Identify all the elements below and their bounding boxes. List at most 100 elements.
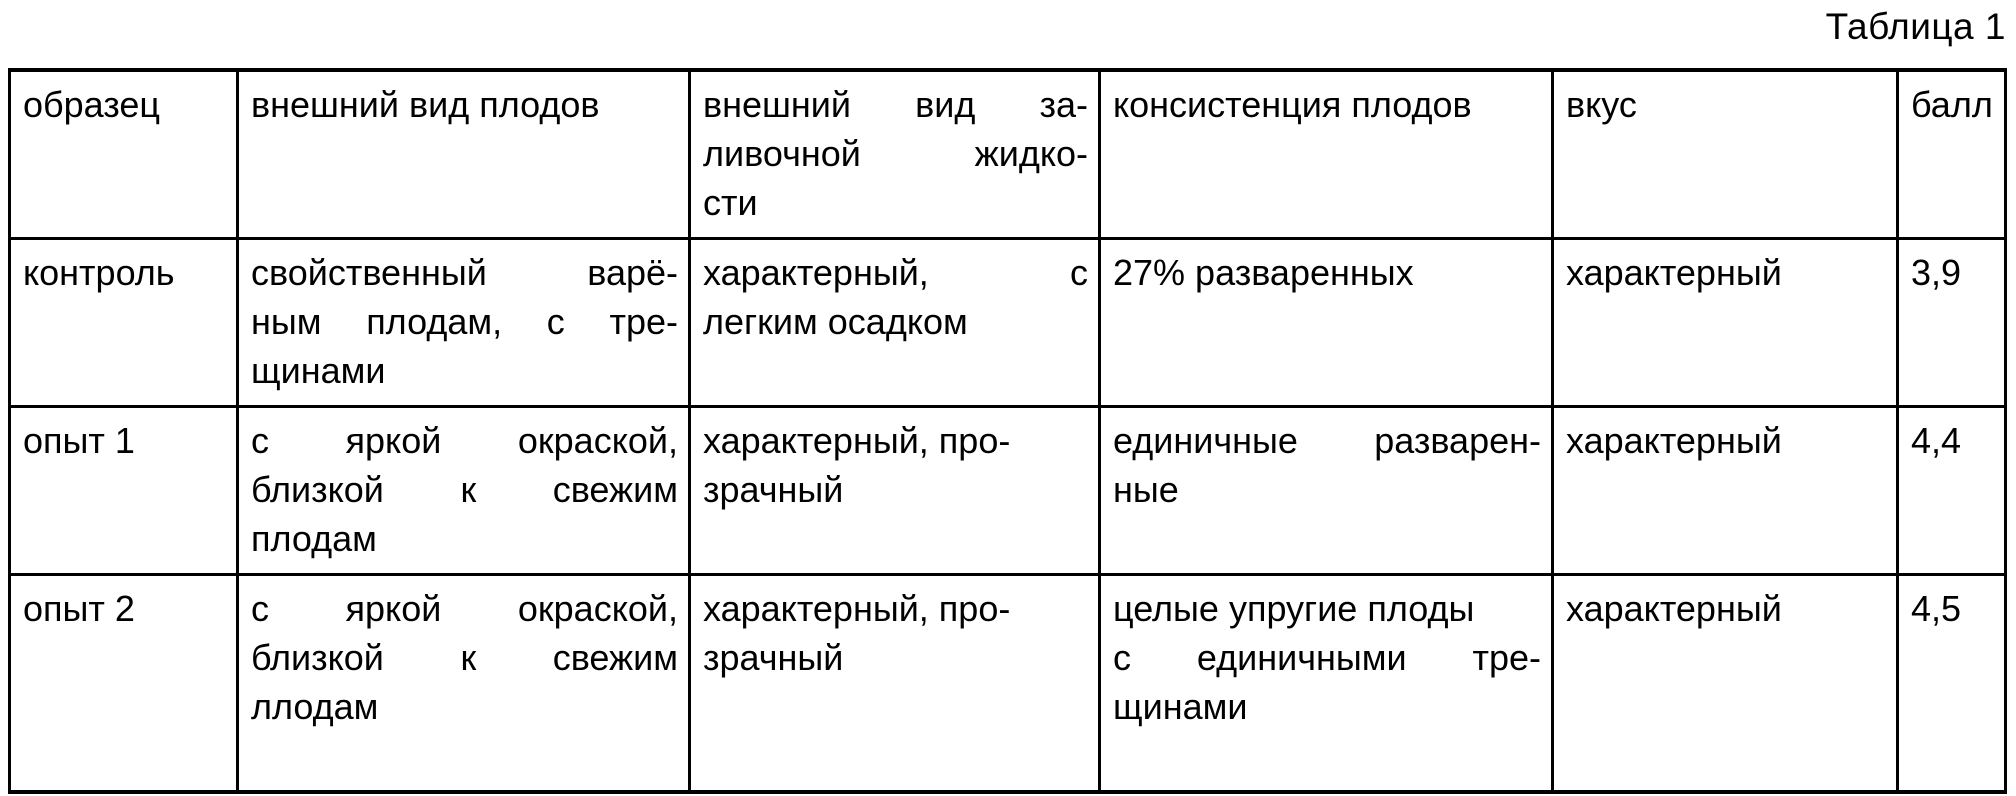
cell-score: 4,4 bbox=[1898, 407, 2006, 575]
text-line-3: ллодам bbox=[251, 682, 678, 731]
sensory-evaluation-table: образец внешний вид плодов внешний вид з… bbox=[8, 68, 2007, 794]
taste-value: характерный bbox=[1566, 584, 1886, 633]
word: единичные bbox=[1113, 416, 1298, 465]
cell-consistency: 27% разваренных bbox=[1100, 239, 1553, 407]
header-word: вид bbox=[915, 80, 975, 129]
sample-label: опыт 2 bbox=[23, 584, 226, 633]
word: свежим bbox=[553, 465, 678, 514]
score-value: 4,4 bbox=[1911, 416, 1994, 465]
word: варё- bbox=[587, 248, 678, 297]
word: близкой bbox=[251, 465, 384, 514]
word: ным bbox=[251, 297, 322, 346]
word: близкой bbox=[251, 633, 384, 682]
text-line-1: целые упругие плоды bbox=[1113, 584, 1541, 633]
word: разварен- bbox=[1374, 416, 1541, 465]
table-caption: Таблица 1 bbox=[1826, 4, 2006, 50]
cell-fruit-appearance: с яркой окраской, близкой к свежим плода… bbox=[238, 407, 690, 575]
header-cell-taste: вкус bbox=[1553, 70, 1898, 239]
word: свежим bbox=[553, 633, 678, 682]
word: тре- bbox=[1472, 633, 1541, 682]
table-container: образец внешний вид плодов внешний вид з… bbox=[8, 68, 2004, 794]
word: плодам, bbox=[366, 297, 502, 346]
word: к bbox=[460, 633, 476, 682]
table-header-row: образец внешний вид плодов внешний вид з… bbox=[10, 70, 2006, 239]
cell-liquid-appearance: характерный, с легким осадком bbox=[690, 239, 1100, 407]
text-line-2: ным плодам, с тре- bbox=[251, 297, 678, 346]
word: свойственный bbox=[251, 248, 487, 297]
word: характерный, bbox=[703, 248, 929, 297]
table-row: опыт 2 с яркой окраской, близкой к свежи… bbox=[10, 575, 2006, 793]
header-line-1: внешний вид за- bbox=[703, 80, 1088, 129]
document-page: Таблица 1 образец внешний вид плодов вне… bbox=[0, 0, 2016, 796]
word: к bbox=[460, 465, 476, 514]
header-word: ливочной bbox=[703, 129, 861, 178]
text-line-2: ные bbox=[1113, 465, 1541, 514]
sample-label: опыт 1 bbox=[23, 416, 226, 465]
cell-score: 3,9 bbox=[1898, 239, 2006, 407]
cell-sample: контроль bbox=[10, 239, 238, 407]
word: с bbox=[1113, 633, 1131, 682]
word: с bbox=[547, 297, 565, 346]
header-line-3: сти bbox=[703, 178, 1088, 227]
taste-value: характерный bbox=[1566, 248, 1886, 297]
cell-taste: характерный bbox=[1553, 407, 1898, 575]
text-line-2: легким осадком bbox=[703, 297, 1088, 346]
text-line-1: характерный, про- bbox=[703, 416, 1088, 465]
text-line-1: 27% разваренных bbox=[1113, 248, 1541, 297]
cell-fruit-appearance: с яркой окраской, близкой к свежим ллода… bbox=[238, 575, 690, 793]
cell-taste: характерный bbox=[1553, 239, 1898, 407]
header-word: жидко- bbox=[975, 129, 1088, 178]
header-text-score: балл bbox=[1911, 80, 1994, 129]
cell-liquid-appearance: характерный, про- зрачный bbox=[690, 575, 1100, 793]
cell-liquid-appearance: характерный, про- зрачный bbox=[690, 407, 1100, 575]
text-line-1: с яркой окраской, bbox=[251, 584, 678, 633]
header-cell-fruit-appearance: внешний вид плодов bbox=[238, 70, 690, 239]
text-line-2: зрачный bbox=[703, 633, 1088, 682]
score-value: 4,5 bbox=[1911, 584, 1994, 633]
table-row: опыт 1 с яркой окраской, близкой к свежи… bbox=[10, 407, 2006, 575]
cell-score: 4,5 bbox=[1898, 575, 2006, 793]
word: яркой bbox=[346, 584, 442, 633]
text-line-2: близкой к свежим bbox=[251, 633, 678, 682]
sample-label: контроль bbox=[23, 248, 226, 297]
cell-consistency: целые упругие плоды с единичными тре- щи… bbox=[1100, 575, 1553, 793]
cell-fruit-appearance: свойственный варё- ным плодам, с тре- щи… bbox=[238, 239, 690, 407]
header-text-sample: образец bbox=[23, 80, 226, 129]
word: тре- bbox=[609, 297, 678, 346]
text-line-1: свойственный варё- bbox=[251, 248, 678, 297]
score-value: 3,9 bbox=[1911, 248, 1994, 297]
text-line-2: с единичными тре- bbox=[1113, 633, 1541, 682]
text-line-1: характерный, с bbox=[703, 248, 1088, 297]
header-line-2: ливочной жидко- bbox=[703, 129, 1088, 178]
header-text-consistency: консистенция плодов bbox=[1113, 80, 1541, 129]
cell-sample: опыт 2 bbox=[10, 575, 238, 793]
header-text-fruit-appearance: внешний вид плодов bbox=[251, 80, 678, 129]
text-line-1: с яркой окраской, bbox=[251, 416, 678, 465]
text-line-3: плодам bbox=[251, 514, 678, 563]
text-line-1: характерный, про- bbox=[703, 584, 1088, 633]
cell-sample: опыт 1 bbox=[10, 407, 238, 575]
word: с bbox=[251, 416, 269, 465]
word: с bbox=[251, 584, 269, 633]
word: окраской, bbox=[518, 416, 678, 465]
word: с bbox=[1070, 248, 1088, 297]
text-line-2: близкой к свежим bbox=[251, 465, 678, 514]
header-cell-liquid-appearance: внешний вид за- ливочной жидко- сти bbox=[690, 70, 1100, 239]
word: единичными bbox=[1197, 633, 1407, 682]
text-line-3: щинами bbox=[1113, 682, 1541, 731]
table-row: контроль свойственный варё- ным плодам, … bbox=[10, 239, 2006, 407]
text-line-2: зрачный bbox=[703, 465, 1088, 514]
cell-consistency: единичные разварен- ные bbox=[1100, 407, 1553, 575]
word: окраской, bbox=[518, 584, 678, 633]
taste-value: характерный bbox=[1566, 416, 1886, 465]
header-text-taste: вкус bbox=[1566, 80, 1886, 129]
header-cell-consistency: консистенция плодов bbox=[1100, 70, 1553, 239]
word: яркой bbox=[346, 416, 442, 465]
header-word: внешний bbox=[703, 80, 851, 129]
header-word: за- bbox=[1039, 80, 1088, 129]
header-cell-score: балл bbox=[1898, 70, 2006, 239]
text-line-3: щинами bbox=[251, 346, 678, 395]
cell-taste: характерный bbox=[1553, 575, 1898, 793]
header-cell-sample: образец bbox=[10, 70, 238, 239]
text-line-1: единичные разварен- bbox=[1113, 416, 1541, 465]
